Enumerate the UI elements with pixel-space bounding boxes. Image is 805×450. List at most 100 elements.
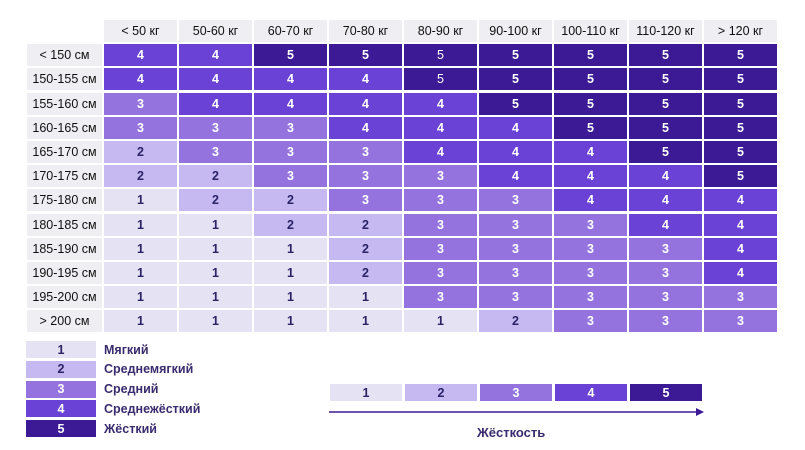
scale-segment: 5 — [630, 384, 702, 401]
heatmap-cell: 3 — [479, 286, 552, 309]
legend: 1 Мягкий 2 Среднемягкий 3 Средний 4 Среднежёстк… — [26, 341, 200, 440]
scale-arrow-icon — [329, 408, 704, 416]
heatmap-cell: 4 — [704, 189, 777, 212]
height-row-header: 170-175 см — [27, 165, 102, 188]
height-row-header: 155-160 см — [27, 92, 102, 115]
heatmap-cell: 4 — [104, 68, 177, 91]
heatmap-cell: 2 — [254, 189, 327, 212]
heatmap-cell: 5 — [704, 44, 777, 67]
heatmap-cell: 5 — [479, 68, 552, 91]
heatmap-cell: 3 — [404, 261, 477, 284]
heatmap-cell: 5 — [554, 92, 627, 115]
heatmap-cell: 4 — [704, 237, 777, 260]
heatmap-cell: 3 — [179, 140, 252, 163]
height-row-header: 190-195 см — [27, 261, 102, 284]
scale-title: Жёсткость — [477, 425, 546, 440]
heatmap-cell: 3 — [179, 116, 252, 139]
heatmap-cell: 3 — [479, 237, 552, 260]
heatmap-cell: 5 — [554, 116, 627, 139]
heatmap-cell: 4 — [704, 261, 777, 284]
heatmap-cell: 4 — [329, 116, 402, 139]
heatmap-cell: 1 — [179, 213, 252, 236]
heatmap-cell: 1 — [104, 213, 177, 236]
height-row-header: 160-165 см — [27, 116, 102, 139]
height-row-header: 180-185 см — [27, 213, 102, 236]
heatmap-cell: 5 — [629, 140, 702, 163]
legend-swatch: 5 — [26, 420, 96, 438]
heatmap-cell: 2 — [254, 213, 327, 236]
scale-segment: 4 — [555, 384, 627, 401]
heatmap-cell: 3 — [104, 92, 177, 115]
heatmap-cell: 3 — [554, 213, 627, 236]
heatmap-cell: 4 — [479, 165, 552, 188]
heatmap-cell: 2 — [479, 310, 552, 333]
heatmap-cell: 3 — [629, 286, 702, 309]
legend-item: 4 Среднежёсткий — [26, 400, 200, 418]
weight-column-header: 100-110 кг — [554, 20, 627, 42]
weight-column-header: 90-100 кг — [479, 20, 552, 42]
heatmap-cell: 1 — [104, 261, 177, 284]
heatmap-cell: 3 — [404, 286, 477, 309]
heatmap-cell: 1 — [179, 310, 252, 333]
heatmap-cell: 5 — [629, 116, 702, 139]
heatmap-cell: 3 — [479, 213, 552, 236]
heatmap-cell: 4 — [554, 140, 627, 163]
heatmap-cell: 3 — [329, 165, 402, 188]
heatmap-cell: 5 — [554, 44, 627, 67]
heatmap-cell: 3 — [629, 310, 702, 333]
height-row-header: 185-190 см — [27, 237, 102, 260]
heatmap-cell: 3 — [404, 237, 477, 260]
heatmap-cell: 4 — [479, 116, 552, 139]
heatmap-cell: 4 — [554, 189, 627, 212]
weight-column-header: < 50 кг — [104, 20, 177, 42]
heatmap-cell: 3 — [479, 189, 552, 212]
heatmap-cell: 2 — [104, 165, 177, 188]
heatmap-cell: 5 — [704, 140, 777, 163]
heatmap-cell: 5 — [329, 44, 402, 67]
heatmap-cell: 1 — [329, 286, 402, 309]
heatmap-cell: 2 — [179, 165, 252, 188]
heatmap-cell: 2 — [104, 140, 177, 163]
heatmap-cell: 4 — [329, 92, 402, 115]
weight-column-header: > 120 кг — [704, 20, 777, 42]
heatmap-cell: 5 — [629, 92, 702, 115]
heatmap-cell: 4 — [104, 44, 177, 67]
height-row-header: 165-170 см — [27, 140, 102, 163]
heatmap-cell: 1 — [104, 310, 177, 333]
legend-item: 2 Среднемягкий — [26, 360, 200, 378]
heatmap-cell: 5 — [479, 44, 552, 67]
height-row-header: 150-155 см — [27, 68, 102, 91]
heatmap-cell: 2 — [329, 237, 402, 260]
heatmap-cell: 5 — [704, 68, 777, 91]
heatmap-cell: 4 — [179, 68, 252, 91]
heatmap-cell: 3 — [554, 237, 627, 260]
height-row-header: 175-180 см — [27, 189, 102, 212]
heatmap-cell: 4 — [404, 140, 477, 163]
heatmap-cell: 3 — [104, 116, 177, 139]
heatmap-cell: 3 — [404, 165, 477, 188]
weight-column-header: 50-60 кг — [179, 20, 252, 42]
heatmap-cell: 2 — [329, 213, 402, 236]
heatmap-cell: 5 — [254, 44, 327, 67]
heatmap-cell: 4 — [404, 116, 477, 139]
heatmap-cell: 3 — [704, 310, 777, 333]
weight-column-header: 70-80 кг — [329, 20, 402, 42]
heatmap-cell: 1 — [254, 261, 327, 284]
heatmap-cell: 4 — [179, 44, 252, 67]
legend-swatch: 2 — [26, 360, 96, 378]
legend-label: Жёсткий — [104, 421, 157, 436]
heatmap-cell: 3 — [554, 286, 627, 309]
legend-swatch: 1 — [26, 341, 96, 358]
weight-column-header: 110-120 кг — [629, 20, 702, 42]
heatmap-cell: 3 — [254, 140, 327, 163]
legend-label: Среднемягкий — [104, 362, 194, 377]
heatmap-cell: 3 — [629, 237, 702, 260]
heatmap-cell: 3 — [554, 261, 627, 284]
heatmap-cell: 4 — [179, 92, 252, 115]
heatmap-cell: 5 — [704, 92, 777, 115]
scale-segment: 3 — [480, 384, 552, 401]
heatmap-cell: 2 — [329, 261, 402, 284]
heatmap-cell: 5 — [629, 68, 702, 91]
heatmap-cell: 4 — [629, 165, 702, 188]
firmness-heatmap: < 50 кг 50-60 кг 60-70 кг 70-80 кг 80-90 кг 9… — [27, 20, 777, 333]
